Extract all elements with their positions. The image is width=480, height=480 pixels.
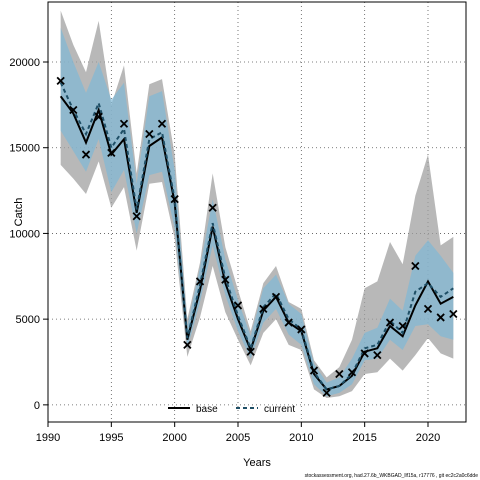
observed-point-stroke-b <box>233 301 243 310</box>
y-tick-label-15000: 15000 <box>9 143 40 155</box>
observed-point-2005 <box>233 301 243 310</box>
observed-point-stroke-b <box>284 318 293 327</box>
x-tick-label-2010: 2010 <box>289 432 313 444</box>
legend-base-label: base <box>196 404 218 415</box>
x-axis: 1990 1995 2000 2005 2010 2015 2020 <box>36 422 440 444</box>
observed-point-stroke-b <box>271 292 281 301</box>
observed-point-2016 <box>373 351 382 360</box>
observed-point-stroke-b <box>170 195 179 204</box>
observed-point-2010 <box>297 325 306 334</box>
observed-point-stroke-b <box>119 119 129 128</box>
observed-point-stroke-b <box>183 340 192 349</box>
observed-point-1999 <box>157 119 167 128</box>
observed-point-stroke-b <box>56 76 65 85</box>
observed-point-stroke-b <box>221 275 230 284</box>
observed-point-1998 <box>145 129 154 139</box>
observed-point-stroke-b <box>94 112 103 121</box>
observed-point-2006 <box>246 347 255 356</box>
confidence-bands <box>60 10 454 398</box>
x-tick-label-1990: 1990 <box>36 432 60 444</box>
observed-point-stroke-b <box>347 368 357 377</box>
observed-points <box>56 76 458 397</box>
observed-point-2012 <box>322 388 331 397</box>
observed-point-2018 <box>398 321 407 331</box>
observed-point-2021 <box>436 313 445 322</box>
observed-point-1994 <box>94 112 103 121</box>
observed-point-stroke-b <box>195 277 205 286</box>
x-axis-label: Years <box>243 457 271 469</box>
y-axis-label: Catch <box>13 198 25 227</box>
observed-point-stroke-b <box>297 325 306 334</box>
observed-point-stroke-b <box>411 261 420 271</box>
line-base <box>59 95 454 391</box>
legend: base current <box>168 404 295 415</box>
observed-point-2003 <box>208 203 217 212</box>
y-tick-label-20000: 20000 <box>9 57 40 69</box>
observed-point-1997 <box>132 212 141 221</box>
band-current <box>60 27 454 397</box>
observed-point-2008 <box>271 292 281 301</box>
observed-point-2017 <box>385 318 395 327</box>
x-tick-label-1995: 1995 <box>99 432 123 444</box>
y-axis: 0 5000 10000 15000 20000 <box>9 57 48 412</box>
observed-point-2011 <box>309 366 319 375</box>
observed-point-2007 <box>259 304 268 313</box>
observed-point-stroke-b <box>449 309 458 319</box>
observed-point-1993 <box>81 150 91 159</box>
observed-point-2001 <box>183 340 192 349</box>
x-tick-label-2000: 2000 <box>162 432 186 444</box>
observed-point-stroke-b <box>107 148 116 157</box>
observed-point-1996 <box>119 119 129 128</box>
observed-point-stroke-b <box>373 351 382 360</box>
observed-point-1991 <box>56 76 65 85</box>
observed-point-stroke-b <box>208 203 217 212</box>
x-tick-label-2020: 2020 <box>416 432 440 444</box>
legend-current-label: current <box>264 404 295 415</box>
observed-point-stroke-b <box>385 318 395 327</box>
observed-point-2009 <box>284 318 293 327</box>
observed-point-stroke-b <box>69 105 78 115</box>
observed-point-1995 <box>107 148 116 157</box>
observed-point-stroke-b <box>436 313 445 322</box>
observed-point-2019 <box>411 261 420 271</box>
y-tick-label-10000: 10000 <box>9 228 40 240</box>
observed-point-stroke-b <box>335 369 344 379</box>
observed-point-stroke-b <box>322 388 331 397</box>
footer-caption: stockassessment.org, had.27.6b_WKBGAD_ll… <box>305 473 479 479</box>
observed-point-stroke-b <box>81 150 91 159</box>
observed-point-stroke-b <box>309 366 319 375</box>
plot-frame <box>47 1 467 423</box>
observed-point-2004 <box>221 275 230 284</box>
x-tick-label-2005: 2005 <box>226 432 250 444</box>
y-tick-label-5000: 5000 <box>16 314 40 326</box>
observed-point-stroke-b <box>246 347 255 356</box>
observed-point-1992 <box>69 105 78 115</box>
observed-point-2020 <box>423 304 433 313</box>
observed-point-2015 <box>360 349 369 358</box>
x-tick-label-2015: 2015 <box>352 432 376 444</box>
observed-point-stroke-b <box>423 304 433 313</box>
observed-point-stroke-b <box>145 129 154 139</box>
observed-point-2013 <box>335 369 344 379</box>
observed-point-2022 <box>449 309 458 319</box>
y-tick-label-0: 0 <box>34 400 40 412</box>
observed-point-stroke-b <box>360 349 369 358</box>
observed-point-2002 <box>195 277 205 286</box>
observed-point-stroke-b <box>398 321 407 331</box>
observed-point-stroke-b <box>132 212 141 221</box>
observed-point-stroke-b <box>259 304 268 313</box>
observed-point-2014 <box>347 368 357 377</box>
observed-point-2000 <box>170 195 179 204</box>
observed-point-stroke-b <box>157 119 167 128</box>
